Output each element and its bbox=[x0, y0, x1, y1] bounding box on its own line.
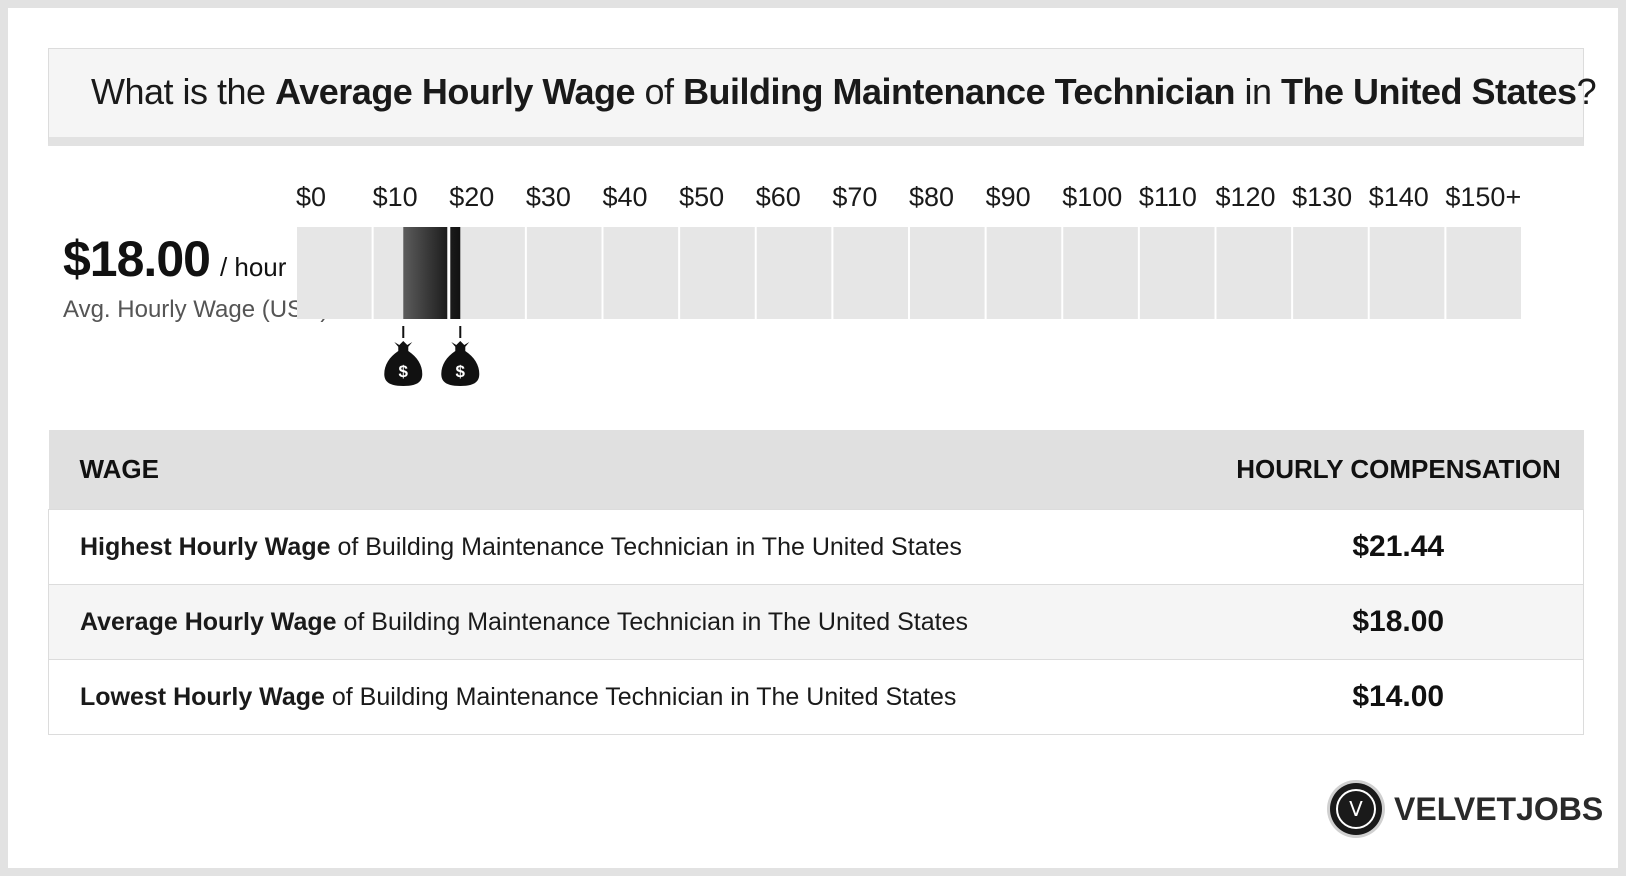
chart-cell bbox=[1446, 227, 1521, 319]
tick-label: $50 bbox=[679, 182, 724, 212]
title-in: in bbox=[1234, 71, 1281, 112]
row-value: $14.00 bbox=[1213, 659, 1584, 735]
column-header-wage: WAGE bbox=[48, 430, 1214, 510]
chart-cell bbox=[680, 227, 755, 319]
infographic-frame: What is the Average Hourly Wage of Build… bbox=[8, 8, 1618, 868]
tick-label: $150+ bbox=[1445, 182, 1521, 212]
chart-cell bbox=[450, 227, 525, 319]
row-metric: Lowest Hourly Wage bbox=[80, 682, 325, 711]
chart-cell bbox=[1369, 227, 1445, 319]
average-wage-value: $18.00 bbox=[63, 231, 211, 287]
title-metric: Average Hourly Wage bbox=[275, 71, 636, 112]
chart-cell bbox=[603, 227, 679, 319]
range-separator bbox=[447, 227, 451, 319]
question-header: What is the Average Hourly Wage of Build… bbox=[48, 48, 1597, 146]
row-value: $21.44 bbox=[1213, 509, 1584, 585]
tick-label: $80 bbox=[909, 182, 954, 212]
page-title: What is the Average Hourly Wage of Build… bbox=[91, 71, 1597, 113]
tick-label: $90 bbox=[986, 182, 1031, 212]
chart-cell bbox=[1293, 227, 1368, 319]
tick-label: $60 bbox=[756, 182, 801, 212]
svg-text:$: $ bbox=[456, 362, 466, 381]
tick-label: $20 bbox=[449, 182, 494, 212]
wage-range-chart: $0 $10 $20 $30 $40 $50 $60 $70 $80 $90 $100 $110 $12… bbox=[296, 182, 1521, 386]
tick-label: $30 bbox=[526, 182, 571, 212]
tick-label: $100 bbox=[1062, 182, 1122, 212]
tick-label: $110 bbox=[1139, 182, 1197, 212]
chart-cell bbox=[297, 227, 372, 319]
tick-label: $10 bbox=[373, 182, 418, 212]
tick-label: $70 bbox=[832, 182, 877, 212]
title-prefix: What is the bbox=[91, 71, 276, 112]
average-wage-label: Avg. Hourly Wage (USD) bbox=[63, 296, 329, 323]
chart-cell bbox=[910, 227, 985, 319]
row-description: Average Hourly Wage of Building Maintena… bbox=[48, 584, 1214, 660]
title-of: of bbox=[635, 71, 684, 112]
tick-label: $130 bbox=[1292, 182, 1352, 212]
row-text: of Building Maintenance Technician in Th… bbox=[330, 532, 962, 561]
average-wage-unit: / hour bbox=[219, 252, 287, 282]
chart-cell bbox=[1216, 227, 1292, 319]
velvetjobs-logo-icon: V bbox=[1330, 783, 1382, 835]
row-metric: Average Hourly Wage bbox=[80, 607, 337, 636]
chart-cell bbox=[526, 227, 602, 319]
row-value: $18.00 bbox=[1213, 584, 1584, 660]
table-row-highest: Highest Hourly Wage of Building Maintena… bbox=[48, 509, 1584, 585]
tick-label: $40 bbox=[603, 182, 648, 212]
tick-label: $120 bbox=[1216, 182, 1276, 212]
chart-cell bbox=[1063, 227, 1138, 319]
average-wage-summary: $18.00 / hour bbox=[63, 230, 286, 288]
title-suffix: ? bbox=[1576, 71, 1597, 112]
row-text: of Building Maintenance Technician in Th… bbox=[324, 682, 957, 711]
row-description: Highest Hourly Wage of Building Maintena… bbox=[48, 509, 1214, 585]
brand[interactable]: V VELVETJOBS bbox=[1330, 782, 1603, 836]
brand-name: VELVETJOBS bbox=[1394, 790, 1604, 827]
chart-cell bbox=[756, 227, 832, 319]
tick-label: $140 bbox=[1369, 182, 1429, 212]
row-description: Lowest Hourly Wage of Building Maintenan… bbox=[48, 659, 1214, 735]
money-bag-icon: $ bbox=[441, 341, 480, 386]
chart-cell bbox=[986, 227, 1062, 319]
row-metric: Highest Hourly Wage bbox=[80, 532, 331, 561]
wage-table: WAGE HOURLY COMPENSATION Highest Hourly … bbox=[48, 430, 1584, 735]
chart-cell bbox=[1139, 227, 1215, 319]
row-text: of Building Maintenance Technician in Th… bbox=[336, 607, 968, 636]
chart-cell bbox=[833, 227, 908, 319]
title-job: Building Maintenance Technician bbox=[683, 71, 1235, 112]
logo-letter: V bbox=[1336, 789, 1376, 829]
column-header-compensation: HOURLY COMPENSATION bbox=[1213, 430, 1584, 510]
money-bag-icon: $ bbox=[384, 341, 423, 386]
table-header-row: WAGE HOURLY COMPENSATION bbox=[48, 430, 1584, 510]
table-row-lowest: Lowest Hourly Wage of Building Maintenan… bbox=[48, 659, 1584, 735]
tick-label: $0 bbox=[296, 182, 326, 212]
table-row-average: Average Hourly Wage of Building Maintena… bbox=[48, 584, 1584, 660]
wage-range-bar bbox=[403, 227, 461, 319]
svg-text:$: $ bbox=[399, 362, 409, 381]
title-location: The United States bbox=[1281, 71, 1577, 112]
